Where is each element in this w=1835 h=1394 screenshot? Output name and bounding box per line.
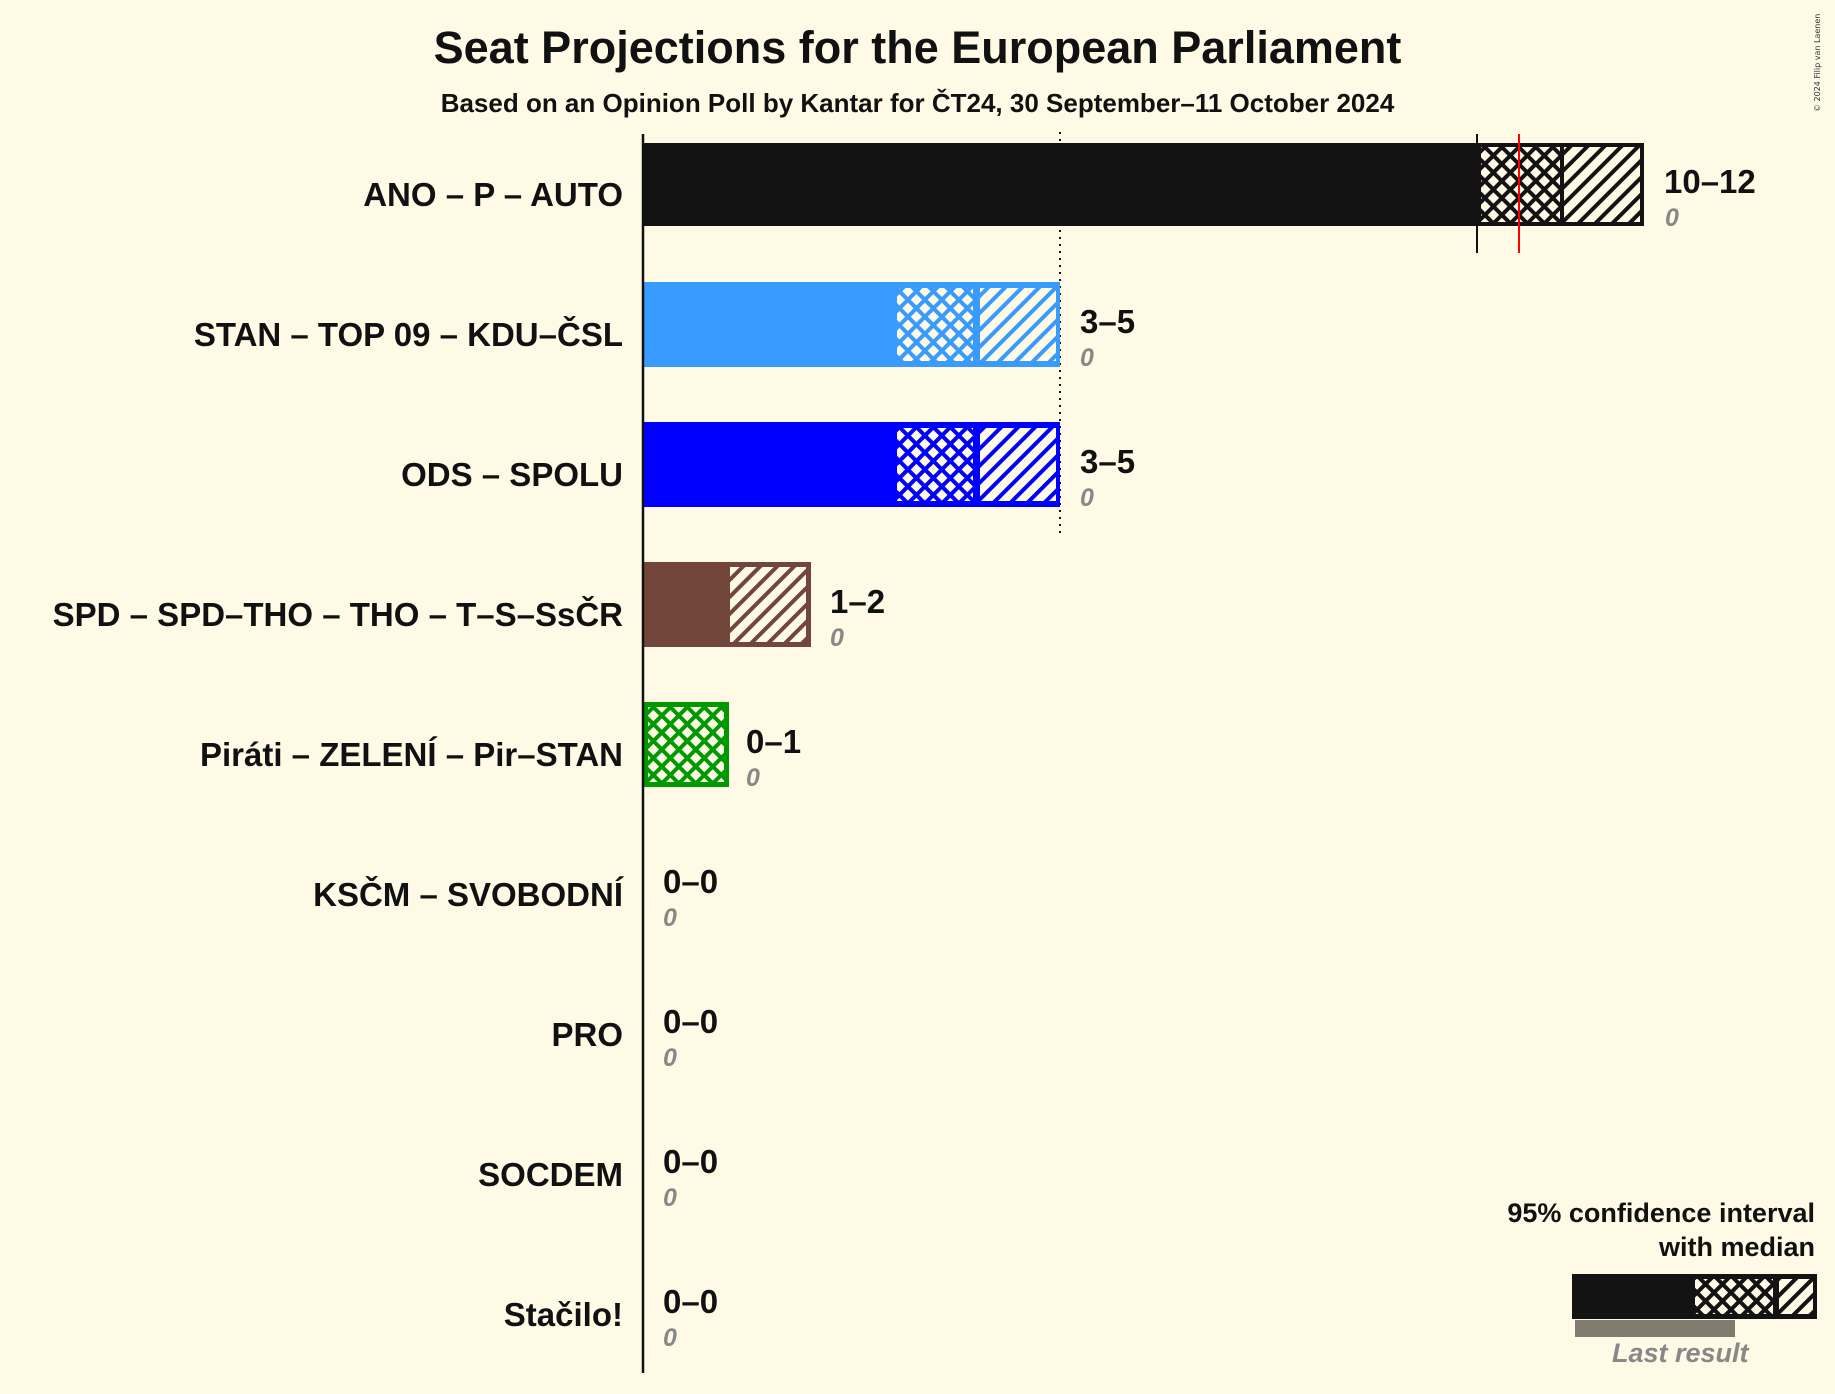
bar-pirati [643,702,729,787]
last-result-value: 0 [663,904,677,932]
party-label: PRO [551,1016,623,1053]
last-result-value: 0 [663,1044,677,1072]
range-label: 0–0 [663,1003,719,1040]
last-result-value: 0 [663,1184,677,1212]
party-label: SOCDEM [478,1156,623,1193]
last-result-value: 0 [746,764,760,792]
party-label: ODS – SPOLU [401,456,623,493]
party-label: Piráti – ZELENÍ – Pir–STAN [199,736,623,773]
bar-ods [643,422,1060,507]
legend-title: 95% confidence interval with median [1507,1196,1815,1264]
range-label: 0–1 [746,723,802,760]
chart-title: Seat Projections for the European Parlia… [433,22,1402,73]
legend-title-line2: with median [1658,1232,1815,1262]
bar-spd [643,562,811,647]
chart-subtitle: Based on an Opinion Poll by Kantar for Č… [440,88,1395,118]
party-label: ANO – P – AUTO [363,176,623,213]
last-result-value: 0 [830,624,844,652]
range-label: 10–12 [1664,163,1756,200]
range-label: 3–5 [1080,443,1136,480]
party-label: SPD – SPD–THO – THO – T–S–SsČR [52,596,623,633]
legend-title-line1: 95% confidence interval [1507,1198,1815,1228]
range-label: 0–0 [663,1283,719,1320]
party-label: Stačilo! [503,1296,623,1333]
last-result-value: 0 [1665,204,1679,232]
last-result-value: 0 [1080,484,1094,512]
last-result-value: 0 [1080,344,1094,372]
last-result-value: 0 [663,1324,677,1352]
range-label: 1–2 [830,583,886,620]
party-label: KSČM – SVOBODNÍ [313,876,623,913]
party-label: STAN – TOP 09 – KDU–ČSL [193,316,623,353]
range-label: 0–0 [663,863,719,900]
bar-stan [643,282,1060,367]
range-label: 3–5 [1080,303,1136,340]
legend-graphic [1572,1274,1817,1337]
bar-ano [643,134,1644,253]
legend-last-result-label: Last result [1612,1338,1749,1368]
range-label: 0–0 [663,1143,719,1180]
